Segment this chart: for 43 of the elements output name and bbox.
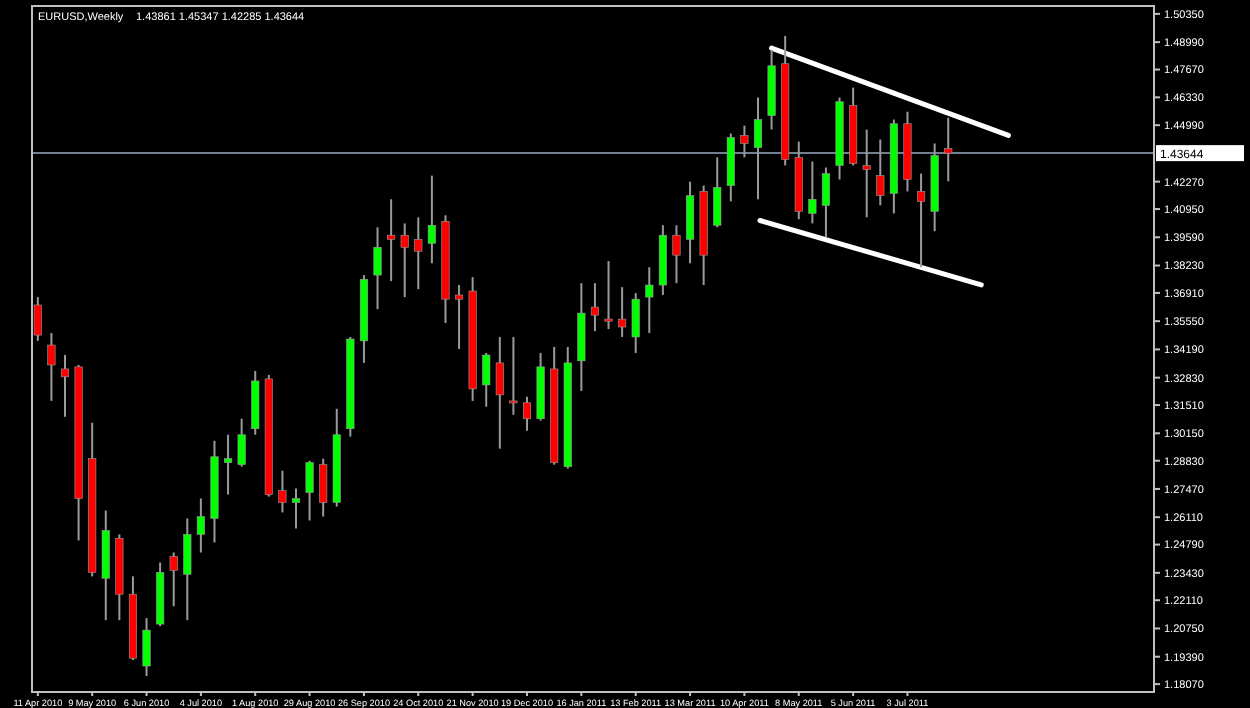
- candlestick: [753, 96, 763, 201]
- candlestick: [47, 332, 56, 402]
- candlestick: [631, 292, 640, 354]
- candlestick: [495, 335, 504, 450]
- candlestick: [862, 128, 871, 219]
- candlestick: [713, 156, 722, 229]
- candlestick: [455, 284, 464, 350]
- candlestick: [686, 180, 695, 265]
- candlestick: [590, 282, 599, 333]
- candlestick: [169, 551, 178, 608]
- candlestick: [726, 132, 735, 203]
- candlestick: [509, 335, 518, 416]
- candlestick: [808, 160, 817, 225]
- candlestick: [604, 260, 613, 331]
- candlestick: [278, 469, 287, 514]
- candlestick: [196, 497, 205, 554]
- candlestick: [876, 138, 885, 207]
- candlestick: [251, 370, 260, 436]
- candlestick: [373, 226, 382, 311]
- candlestick: [291, 487, 301, 530]
- candlestick: [101, 509, 110, 622]
- candlestick: [917, 172, 926, 269]
- candlestick: [944, 116, 953, 183]
- candlestick: [400, 222, 409, 299]
- candlestick: [821, 166, 830, 239]
- candlestick: [482, 351, 491, 408]
- candlestick: [224, 433, 233, 496]
- candlestick: [319, 457, 328, 518]
- candlestick: [672, 224, 681, 285]
- candlestick: [522, 395, 532, 432]
- candlestick: [740, 124, 749, 159]
- candlestick: [414, 216, 423, 291]
- candlestick: [387, 198, 396, 283]
- candlestick: [305, 459, 314, 522]
- candlestick: [142, 617, 151, 678]
- candlestick: [237, 417, 246, 468]
- candlestick: [33, 296, 42, 342]
- candlestick: [427, 174, 436, 265]
- candlestick: [577, 282, 586, 392]
- candlestick: [183, 517, 192, 622]
- candlestick: [60, 354, 70, 418]
- candlestick: [645, 266, 654, 335]
- candlestick: [618, 286, 627, 338]
